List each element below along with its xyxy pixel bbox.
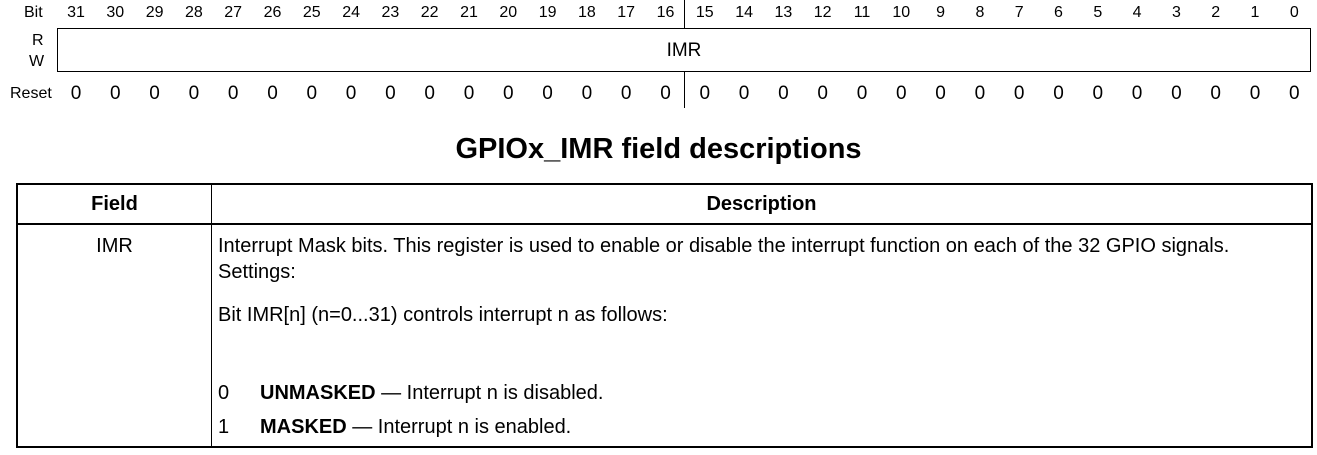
bit-number: 20 [499, 4, 518, 21]
bit-number: 19 [538, 4, 557, 21]
reset-value: 0 [503, 83, 514, 104]
reset-value: 0 [542, 83, 553, 104]
reset-value: 0 [817, 83, 828, 104]
settings-label: Settings: [218, 261, 296, 283]
bit-number: 28 [184, 4, 203, 21]
bit-number: 5 [1093, 4, 1103, 21]
halfword-divider-top [684, 0, 685, 28]
field-description-table: Field Description IMR Interrupt Mask bit… [16, 183, 1313, 448]
bit-number: 14 [735, 4, 753, 21]
register-field-name: IMR [666, 40, 702, 61]
description-text: Interrupt Mask bits. This register is us… [218, 235, 1230, 257]
reset-value: 0 [1249, 83, 1261, 104]
reset-value: 0 [581, 83, 593, 104]
reset-value: 0 [1131, 83, 1143, 104]
reset-value: 0 [1289, 83, 1300, 104]
bit-number: 24 [342, 4, 360, 21]
enum-text: — Interrupt n is disabled. [375, 382, 604, 404]
reset-value: 0 [699, 83, 711, 104]
reset-value: 0 [660, 83, 671, 104]
reset-value: 0 [306, 83, 318, 104]
bit-label: Bit [24, 4, 43, 21]
reset-value: 0 [463, 83, 475, 104]
bit-number: 10 [892, 4, 911, 21]
bit-number: 13 [774, 4, 793, 21]
cell-description: Interrupt Mask bits. This register is us… [218, 233, 1303, 328]
reset-value: 0 [110, 83, 121, 104]
bit-number: 23 [381, 4, 400, 21]
reset-label: Reset [10, 85, 52, 102]
reset-value: 0 [935, 83, 946, 104]
bit-number: 8 [975, 4, 985, 21]
enum-value: 1 [218, 416, 230, 438]
table-header-row: Field Description [18, 185, 1311, 225]
bit-number: 17 [617, 4, 636, 21]
table-title: GPIOx_IMR field descriptions [455, 133, 862, 165]
register-diagram: Bit R W Reset 31 30 29 28 27 26 25 24 23 22 21 20 19… [0, 0, 1317, 112]
bit-number: 16 [656, 4, 675, 21]
reset-value: 0 [620, 83, 632, 104]
reset-value: 0 [778, 83, 789, 104]
bit-number: 0 [1289, 4, 1299, 21]
bit-number: 6 [1054, 4, 1063, 21]
reset-value: 0 [267, 83, 278, 104]
enum-text: — Interrupt n is enabled. [346, 416, 572, 438]
enum-name: MASKED [260, 416, 347, 438]
bit-number: 18 [577, 4, 596, 21]
reset-value: 0 [1053, 83, 1064, 104]
register-field-box: IMR [57, 28, 1311, 72]
bit-number: 12 [813, 4, 832, 21]
reset-value: 0 [738, 83, 750, 104]
reset-value: 0 [1092, 83, 1104, 104]
bit-number: 9 [936, 4, 946, 21]
column-separator [211, 185, 212, 446]
reset-value: 0 [149, 83, 160, 104]
enum-name: UNMASKED [260, 382, 376, 404]
bit-number: 15 [695, 4, 714, 21]
reset-value: 0 [856, 83, 868, 104]
header-description: Description [706, 193, 817, 215]
reset-value: 0 [188, 83, 200, 104]
bit-number: 4 [1132, 4, 1142, 21]
bit-number: 25 [302, 4, 321, 21]
reset-value: 0 [227, 83, 239, 104]
reset-value: 0 [424, 83, 435, 104]
reset-value: 0 [345, 83, 357, 104]
bit-number: 22 [420, 4, 439, 21]
header-field: Field [91, 193, 138, 215]
bit-number: 29 [145, 4, 164, 21]
reset-value: 0 [70, 83, 82, 104]
bit-number: 2 [1211, 4, 1221, 21]
bit-number: 11 [853, 4, 871, 21]
bit-number: 30 [106, 4, 125, 21]
bit-number: 27 [224, 4, 243, 21]
cell-field-name: IMR [96, 235, 133, 257]
enum-value: 0 [218, 382, 230, 404]
bit-number: 26 [263, 4, 282, 21]
halfword-divider-bottom [684, 72, 685, 108]
bit-number: 21 [460, 4, 478, 21]
reset-value: 0 [1210, 83, 1221, 104]
write-label: W [29, 53, 45, 70]
bit-number: 7 [1014, 4, 1024, 21]
bit-number: 1 [1250, 4, 1260, 21]
enum-item-1: 1 MASKED — Interrupt n is enabled. [218, 414, 571, 440]
bit-number: 3 [1171, 4, 1181, 21]
reset-value: 0 [385, 83, 396, 104]
reset-value: 0 [1013, 83, 1025, 104]
reset-value: 0 [974, 83, 986, 104]
bit-control-line: Bit IMR[n] (n=0...31) controls interrupt… [218, 304, 668, 326]
read-label: R [32, 32, 44, 49]
bit-number: 31 [67, 4, 85, 21]
enum-item-0: 0 UNMASKED — Interrupt n is disabled. [218, 380, 603, 406]
reset-value: 0 [1171, 83, 1182, 104]
reset-value: 0 [896, 83, 907, 104]
